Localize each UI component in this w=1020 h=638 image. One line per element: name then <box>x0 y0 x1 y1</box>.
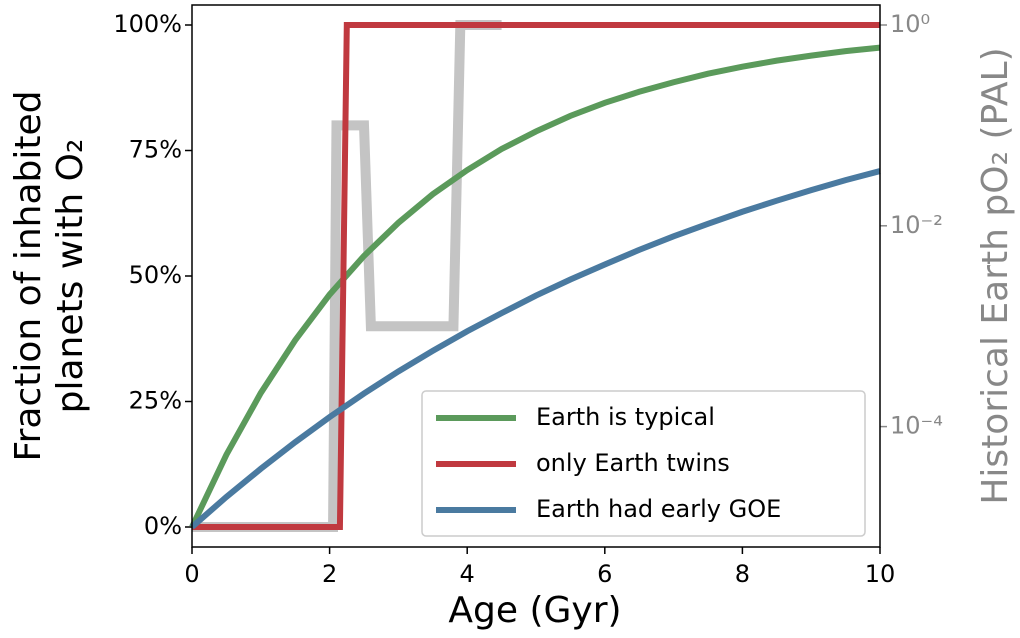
x-tick-label: 8 <box>735 560 750 588</box>
y-tick-label: 25% <box>129 387 182 415</box>
plot-frame <box>191 4 881 548</box>
x-tick-label: 6 <box>597 560 612 588</box>
x-tick-label: 0 <box>184 560 199 588</box>
legend-label: only Earth twins <box>536 449 730 477</box>
y2-tick-label: 10⁻² <box>890 211 943 239</box>
line <box>190 168 881 530</box>
y-tick-label: 50% <box>129 261 182 289</box>
y-tick-label: 0% <box>144 512 182 540</box>
y2-tick-label: 10⁻⁴ <box>890 412 943 440</box>
x-axis-label: Age (Gyr) <box>448 590 621 631</box>
legend-label: Earth is typical <box>536 403 715 431</box>
y2-tick-label: 10⁰ <box>890 10 930 38</box>
line <box>192 22 880 530</box>
y-axis-label: planets with O₂ <box>50 139 91 414</box>
x-tick-label: 10 <box>865 560 896 588</box>
x-tick-label: 4 <box>460 560 475 588</box>
legend-label: Earth had early GOE <box>536 495 781 523</box>
line <box>189 44 881 529</box>
legend-box <box>421 390 866 537</box>
y-axis-label: Fraction of inhabited <box>8 91 49 462</box>
x-tick-label: 2 <box>322 560 337 588</box>
y2-axis-label: Historical Earth pO₂ (PAL) <box>975 47 1016 504</box>
y-tick-label: 75% <box>129 136 182 164</box>
line <box>192 20 502 532</box>
y-tick-label: 100% <box>113 10 182 38</box>
